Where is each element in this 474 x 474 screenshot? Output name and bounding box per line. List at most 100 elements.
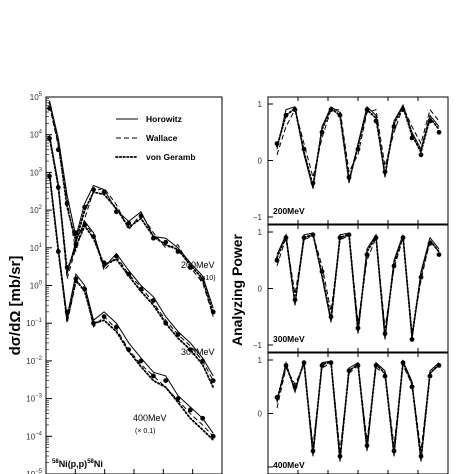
ap-data-point	[400, 107, 406, 113]
data-point	[210, 378, 216, 383]
ap-data-point	[301, 235, 307, 241]
data-point	[64, 265, 70, 270]
ap-y-tick-label: 1	[258, 100, 263, 109]
ap-y-tick-label: 0	[258, 157, 263, 166]
ap-data-point	[310, 232, 316, 238]
ap-wallace-line	[276, 105, 440, 178]
ap-data-point	[337, 453, 343, 459]
ap-data-point	[418, 453, 424, 459]
ap-data-point	[436, 252, 442, 257]
ap-data-point	[409, 384, 415, 390]
y-tick-label: 104	[30, 130, 43, 140]
ap-data-point	[400, 235, 406, 241]
ap-data-point	[436, 363, 442, 368]
ap-data-point	[427, 373, 433, 379]
ap-data-point	[400, 360, 406, 366]
ap-data-point	[409, 337, 415, 342]
y-tick-label: 100	[30, 281, 43, 291]
data-point	[151, 235, 156, 241]
ap-data-point	[319, 129, 325, 135]
ap-data-point	[274, 395, 280, 400]
ap-wallace-line	[276, 361, 440, 451]
data-point	[55, 249, 61, 254]
ap-data-point	[382, 331, 388, 337]
data-point	[138, 286, 144, 292]
data-point	[151, 298, 156, 303]
energy-label: 400MeV	[133, 413, 167, 423]
data-point	[82, 204, 88, 210]
ap-vongeramb-line	[276, 360, 440, 460]
analyzing-power-panel: Analyzing Power 1 0 −1 200MeV 1 0 −1 300MeV 1 0 400…	[229, 96, 449, 474]
ap-panel-frame	[267, 96, 449, 225]
ap-data-point	[346, 368, 352, 374]
data-point	[126, 271, 132, 277]
ap-data-point	[310, 448, 316, 454]
data-point	[151, 373, 156, 379]
data-point	[91, 187, 96, 193]
data-point	[73, 242, 79, 248]
ap-data-point	[427, 240, 433, 246]
data-point	[73, 230, 79, 236]
ap-y-tick-label: 1	[258, 228, 263, 237]
data-point	[163, 378, 169, 383]
ap-data-point	[373, 363, 379, 368]
data-point	[64, 309, 70, 315]
series-horowitz-line	[49, 172, 214, 434]
ap-data-point	[355, 146, 361, 152]
ap-data-point	[283, 363, 289, 368]
cross-section-panel: 105 104 103 102 101 100 10−1 10−2 10−3 10−4 10−5 dσ…	[7, 92, 223, 474]
y-tick-label: 101	[30, 243, 43, 253]
data-point	[64, 201, 70, 206]
ap-y-tick-label: −1	[253, 341, 263, 350]
ap-wallace-line	[276, 233, 440, 334]
ap-data-point	[274, 141, 280, 147]
y-tick-label: 105	[30, 92, 43, 102]
ap-data-point	[319, 269, 325, 274]
legend-label: Horowitz	[146, 114, 182, 124]
ap-data-point	[337, 112, 343, 118]
series-wallace-line	[49, 136, 214, 381]
data-point	[91, 234, 96, 239]
y-tick-label: 103	[30, 167, 43, 177]
series-vongeramb-line	[48, 136, 215, 389]
data-point	[47, 105, 52, 111]
data-point	[200, 276, 206, 282]
series-horowitz-line	[49, 100, 214, 309]
energy-label: 200MeV	[181, 260, 215, 270]
y-tick-label: 10−2	[26, 356, 42, 366]
scale-factor-label: (×10)	[199, 275, 216, 282]
data-point	[55, 185, 61, 190]
data-point	[101, 189, 107, 195]
ap-data-point	[391, 448, 397, 454]
data-point	[114, 209, 119, 215]
ap-data-point	[301, 360, 307, 366]
ap-y-tick-label: −1	[253, 213, 263, 222]
series-vongeramb-line	[48, 101, 215, 315]
ap-y-tick-label: 0	[258, 285, 263, 294]
ap-data-point	[292, 107, 298, 113]
ap-data-point	[382, 373, 388, 379]
ap-vongeramb-line	[276, 104, 440, 187]
data-point	[210, 309, 216, 315]
ap-energy-label: 300MeV	[273, 334, 305, 344]
y-tick-label: 10−5	[26, 469, 42, 474]
scale-factor-label: (× 0.1)	[135, 428, 155, 435]
data-point	[187, 407, 193, 413]
ap-data-point	[364, 107, 370, 113]
data-point	[187, 347, 193, 352]
ap-data-point	[436, 129, 442, 135]
data-point	[82, 286, 88, 292]
ap-data-point	[292, 297, 298, 303]
data-point	[73, 276, 79, 282]
y-tick-label: 10−4	[26, 431, 42, 441]
ap-data-point	[391, 263, 397, 269]
y-tick-label: 102	[30, 205, 43, 215]
ap-data-point	[346, 232, 352, 238]
data-point	[114, 253, 119, 259]
ap-energy-label: 400MeV	[273, 460, 305, 470]
ap-data-point	[355, 363, 361, 368]
data-point	[200, 415, 206, 421]
ap-data-point	[418, 274, 424, 280]
ap-data-point	[391, 124, 397, 129]
